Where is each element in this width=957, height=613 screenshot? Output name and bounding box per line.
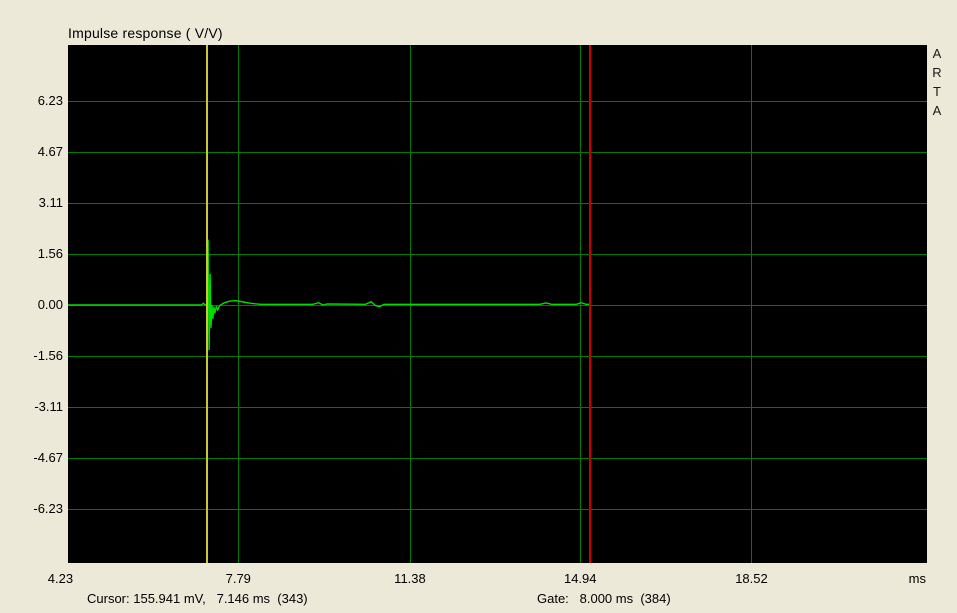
gate-readout: Gate: 8.000 ms (384): [537, 591, 671, 606]
y-tick-label: 0.00: [37, 296, 63, 312]
y-tick-label: -4.67: [33, 449, 63, 465]
y-tick-label: -6.23: [33, 500, 63, 516]
y-tick-label: -1.56: [33, 347, 63, 363]
x-tick-label: 18.52: [735, 571, 768, 586]
y-tick-label: 4.67: [37, 144, 63, 160]
y-tick-label: 3.11: [38, 195, 63, 211]
arta-watermark-letter: R: [932, 65, 942, 80]
x-tick-label: 4.23: [47, 571, 74, 586]
x-axis-unit: ms: [908, 571, 926, 586]
impulse-plot-canvas[interactable]: [68, 45, 927, 563]
y-tick-label: 6.23: [37, 93, 63, 109]
arta-watermark-letter: A: [932, 103, 942, 118]
arta-watermark-letter: A: [932, 46, 942, 61]
y-tick-label: -3.11: [34, 398, 63, 414]
x-tick-label: 11.38: [394, 571, 426, 586]
chart-title: Impulse response ( V/V): [68, 25, 223, 41]
x-tick-label: 7.79: [225, 571, 251, 586]
y-tick-label: 1.56: [37, 245, 63, 261]
arta-watermark-letter: T: [933, 84, 941, 99]
plot-area[interactable]: [68, 45, 927, 563]
impulse-response-trace: [68, 239, 591, 351]
x-tick-label: 14.94: [563, 571, 597, 586]
cursor-readout: Cursor: 155.941 mV, 7.146 ms (343): [87, 591, 308, 606]
